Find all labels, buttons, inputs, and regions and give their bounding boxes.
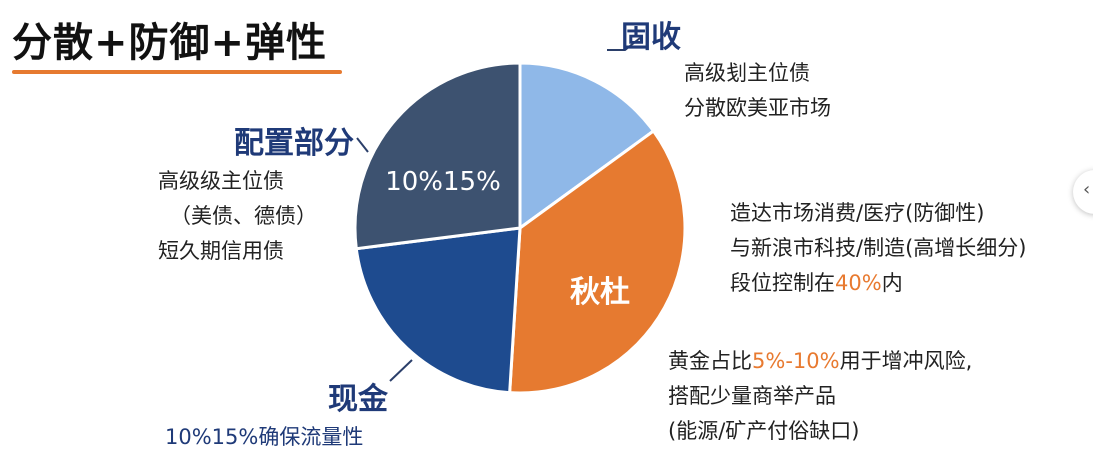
text-segment: 黄金占比	[668, 349, 752, 373]
leader-line-fixed-income	[607, 37, 641, 51]
callout-equity-desc: 造达市场消费/医疗(防御性) 与新浪市科技/制造(高增长细分) 段位控制在40%…	[730, 196, 1026, 301]
leader-line-allocation	[356, 137, 369, 153]
title-underline	[12, 70, 342, 74]
text-segment: 用于增冲风险,	[839, 349, 973, 373]
callout-line: 造达市场消费/医疗(防御性)	[730, 201, 985, 225]
text-segment: 段位控制在	[730, 271, 835, 295]
leader-line-cash	[389, 359, 413, 382]
page-title: 分散+防御+弹性	[12, 20, 328, 66]
callout-line: 分散欧美亚市场	[684, 96, 831, 120]
chevron-left-icon: ‹	[1083, 179, 1091, 200]
callout-fixed-income-title: 固收	[621, 20, 681, 55]
callout-allocation-desc: 高级级主位债 （美债、德债） 短久期信用债	[158, 164, 317, 269]
callout-line: （美债、德债）	[170, 204, 317, 228]
pie-slice-1	[508, 128, 687, 395]
slice-label-equity: 秋杜	[570, 275, 630, 310]
callout-line: (能源/矿产付俗缺口)	[668, 419, 860, 443]
callout-line: 高级级主位债	[158, 169, 284, 193]
callout-allocation-title: 配置部分	[234, 126, 354, 161]
callout-line: 与新浪市科技/制造(高增长细分)	[730, 236, 1027, 260]
callout-line: 搭配少量商举产品	[668, 384, 836, 408]
callout-cash-title: 现金	[328, 382, 388, 417]
callout-fixed-income-desc: 高级刬主位债 分散欧美亚市场	[684, 56, 831, 126]
side-nav-button[interactable]: ‹	[1073, 170, 1093, 214]
highlight-value: 5%-10%	[752, 349, 840, 373]
callout-line: 短久期信用债	[158, 239, 284, 263]
callout-line: 高级刬主位债	[684, 61, 810, 85]
text-segment: 内	[881, 271, 903, 295]
callout-line: 段位控制在40%内	[730, 266, 1026, 301]
highlight-value: 40%	[835, 271, 882, 295]
callout-line: 黄金占比5%-10%用于增冲风险,	[668, 344, 972, 379]
slice-label-allocation: 10%15%	[385, 167, 501, 197]
callout-gold-desc: 黄金占比5%-10%用于增冲风险, 搭配少量商举产品 (能源/矿产付俗缺口)	[668, 344, 972, 449]
pie-slice-3	[353, 61, 522, 251]
pie-slice-0	[518, 61, 656, 231]
callout-cash-desc: 10%15%确保流量性	[165, 425, 364, 449]
pie-slice-2	[354, 226, 522, 395]
